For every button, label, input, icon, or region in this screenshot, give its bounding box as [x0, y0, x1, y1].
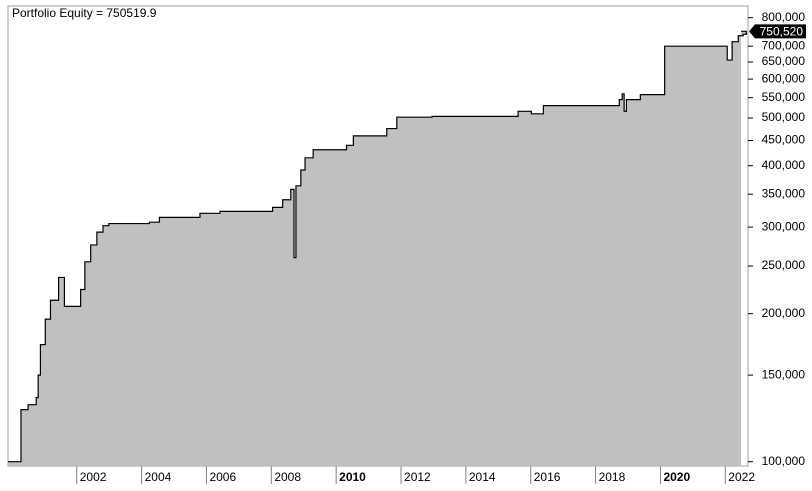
y-tick-label: 650,000 [762, 54, 806, 68]
equity-area [8, 31, 747, 467]
x-tick-label: 2010 [339, 470, 366, 484]
last-value-box [749, 24, 806, 39]
x-tick-label: 2022 [728, 470, 755, 484]
x-tick-label: 2006 [209, 470, 236, 484]
y-tick-label: 600,000 [762, 71, 806, 85]
x-tick-label: 2014 [469, 470, 496, 484]
y-tick-label: 500,000 [762, 110, 806, 124]
y-tick-label: 800,000 [762, 10, 806, 24]
y-tick-label: 150,000 [762, 367, 806, 381]
x-tick-label: 2002 [80, 470, 107, 484]
chart-title: Portfolio Equity = 750519.9 [12, 6, 157, 20]
y-tick-label: 400,000 [762, 158, 806, 172]
y-tick-label: 100,000 [762, 454, 806, 468]
y-tick-label: 300,000 [762, 219, 806, 233]
equity-line [8, 30, 747, 463]
x-tick-label: 2012 [404, 470, 431, 484]
x-tick-label: 2016 [534, 470, 561, 484]
y-tick-label: 350,000 [762, 186, 806, 200]
plot [8, 30, 747, 467]
x-tick-label: 2018 [599, 470, 626, 484]
last-value-label: 750,520 [760, 24, 804, 38]
x-tick-label: 2004 [145, 470, 172, 484]
y-tick-label: 700,000 [762, 38, 806, 52]
y-tick-label: 550,000 [762, 90, 806, 104]
x-tick-label: 2008 [274, 470, 301, 484]
y-tick-label: 250,000 [762, 258, 806, 272]
x-tick-label: 2020 [663, 470, 690, 484]
y-tick-label: 450,000 [762, 133, 806, 147]
y-tick-label: 200,000 [762, 306, 806, 320]
